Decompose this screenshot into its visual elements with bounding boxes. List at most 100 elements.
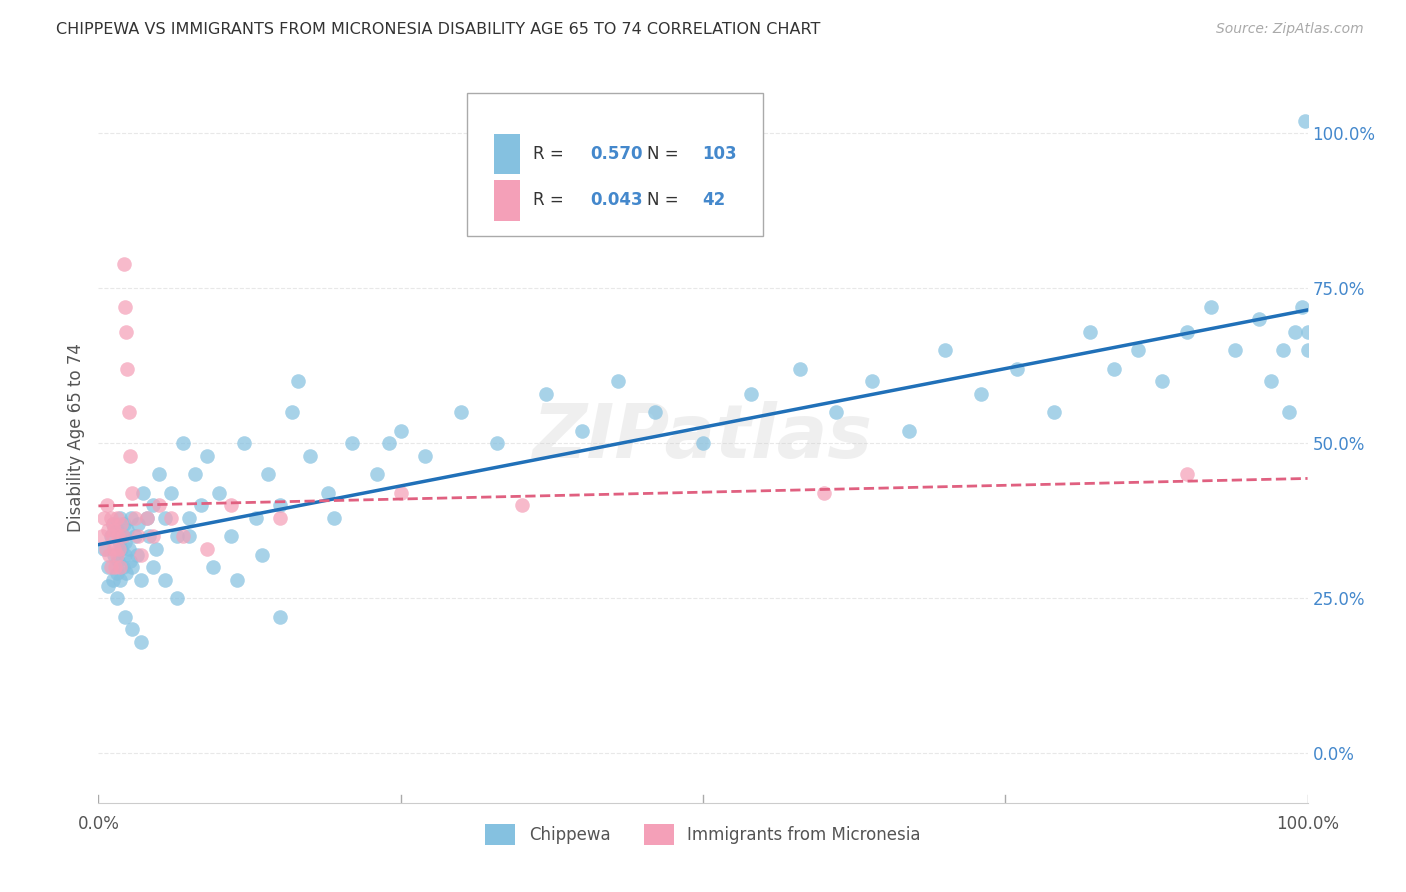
Point — [789, 362, 811, 376]
Point — [107, 529, 129, 543]
Point — [129, 634, 152, 648]
Point — [111, 560, 134, 574]
Point — [121, 560, 143, 574]
Text: CHIPPEWA VS IMMIGRANTS FROM MICRONESIA DISABILITY AGE 65 TO 74 CORRELATION CHART: CHIPPEWA VS IMMIGRANTS FROM MICRONESIA D… — [56, 22, 821, 37]
Point — [105, 591, 128, 606]
Point — [127, 529, 149, 543]
Point — [510, 498, 533, 512]
Point — [825, 405, 848, 419]
Point — [172, 529, 194, 543]
Point — [120, 510, 142, 524]
Point — [114, 300, 136, 314]
Point — [110, 516, 132, 531]
Point — [124, 529, 146, 543]
Text: N =: N = — [647, 192, 685, 210]
Text: 42: 42 — [702, 192, 725, 210]
Point — [104, 560, 127, 574]
Point — [94, 541, 117, 556]
Point — [190, 498, 212, 512]
Point — [1128, 343, 1150, 358]
Point — [100, 529, 122, 543]
Point — [160, 510, 183, 524]
Point — [897, 424, 920, 438]
FancyBboxPatch shape — [494, 135, 520, 175]
Point — [1199, 300, 1222, 314]
Text: 0.0%: 0.0% — [77, 815, 120, 833]
Point — [166, 529, 188, 543]
Point — [117, 362, 139, 376]
Point — [112, 516, 135, 531]
Point — [692, 436, 714, 450]
Point — [450, 405, 472, 419]
Point — [97, 560, 120, 574]
Point — [114, 548, 136, 562]
Point — [1284, 325, 1306, 339]
Point — [121, 486, 143, 500]
Point — [96, 498, 118, 512]
Y-axis label: Disability Age 65 to 74: Disability Age 65 to 74 — [66, 343, 84, 532]
Point — [172, 436, 194, 450]
FancyBboxPatch shape — [467, 94, 763, 236]
Text: R =: R = — [533, 192, 568, 210]
Point — [108, 573, 131, 587]
Text: 103: 103 — [702, 145, 737, 163]
Point — [91, 529, 114, 543]
Point — [571, 424, 593, 438]
Text: 100.0%: 100.0% — [1277, 815, 1339, 833]
Point — [110, 541, 132, 556]
Point — [93, 510, 115, 524]
Point — [132, 486, 155, 500]
Point — [1260, 374, 1282, 388]
Point — [97, 579, 120, 593]
Point — [366, 467, 388, 482]
Point — [1296, 325, 1319, 339]
Point — [179, 510, 201, 524]
Point — [813, 486, 835, 500]
Point — [316, 486, 339, 500]
Point — [100, 510, 122, 524]
Point — [166, 591, 188, 606]
Point — [118, 541, 141, 556]
Point — [342, 436, 364, 450]
Point — [534, 386, 557, 401]
Point — [269, 610, 291, 624]
Point — [135, 510, 157, 524]
Point — [287, 374, 309, 388]
Point — [129, 573, 152, 587]
Point — [127, 548, 149, 562]
Point — [117, 523, 139, 537]
Point — [108, 510, 131, 524]
Point — [108, 541, 131, 556]
Point — [101, 516, 124, 531]
Point — [1175, 467, 1198, 482]
Point — [160, 486, 183, 500]
Legend: Chippewa, Immigrants from Micronesia: Chippewa, Immigrants from Micronesia — [477, 816, 929, 853]
Point — [269, 498, 291, 512]
Point — [107, 554, 129, 568]
Point — [934, 343, 956, 358]
Point — [256, 467, 278, 482]
Point — [103, 548, 125, 562]
Point — [148, 467, 170, 482]
Text: N =: N = — [647, 145, 685, 163]
Point — [389, 486, 412, 500]
Point — [323, 510, 346, 524]
Point — [184, 467, 207, 482]
Point — [970, 386, 993, 401]
Point — [114, 535, 136, 549]
Point — [118, 405, 141, 419]
Point — [101, 573, 124, 587]
Point — [142, 560, 165, 574]
Point — [135, 510, 157, 524]
Point — [281, 405, 304, 419]
Point — [121, 622, 143, 636]
Text: 0.043: 0.043 — [591, 192, 643, 210]
Point — [1249, 312, 1271, 326]
Point — [112, 256, 135, 270]
Point — [1152, 374, 1174, 388]
Point — [413, 449, 436, 463]
Point — [100, 529, 122, 543]
Point — [105, 566, 128, 581]
Point — [118, 554, 141, 568]
Point — [377, 436, 399, 450]
